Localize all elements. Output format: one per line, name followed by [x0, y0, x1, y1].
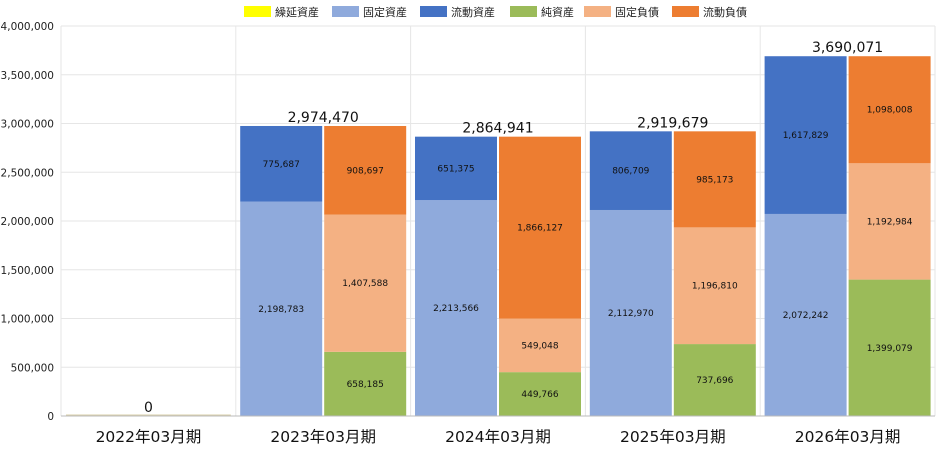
x-tick-label: 2023年03月期 [270, 428, 376, 446]
y-tick-label: 1,500,000 [1, 265, 54, 277]
bar-total-label: 2,864,941 [462, 121, 533, 137]
bar-total-label: 2,919,679 [637, 115, 708, 131]
legend-label: 繰延資産 [275, 5, 319, 19]
legend-swatch [244, 6, 271, 17]
bar-total-label: 0 [144, 400, 153, 416]
bar-value-label: 658,185 [347, 380, 384, 390]
bar-value-label: 1,192,984 [867, 217, 913, 227]
bar-value-label: 2,112,970 [608, 309, 654, 319]
legend-label: 固定負債 [615, 5, 659, 19]
bar-value-label: 2,213,566 [433, 304, 479, 314]
bar-total-label: 3,690,071 [812, 40, 883, 56]
bar-segment [673, 227, 756, 345]
bar-segment [589, 209, 672, 416]
bar-value-label: 1,866,127 [517, 224, 563, 234]
bar-segment [848, 279, 931, 416]
bar-segment [240, 125, 323, 202]
bar-value-label: 1,399,079 [867, 344, 913, 354]
bar-segment [764, 213, 847, 416]
bar-segment [240, 201, 323, 416]
bar-segment [673, 344, 756, 416]
legend-label: 流動資産 [451, 5, 495, 19]
bar-total-label: 2,974,470 [288, 110, 359, 126]
y-tick-label: 500,000 [11, 362, 54, 374]
bar-segment [324, 125, 407, 215]
bar-value-label: 806,709 [612, 167, 649, 177]
bar-value-label: 775,687 [263, 160, 300, 170]
bar-value-label: 1,617,829 [783, 131, 829, 141]
x-tick-label: 2024年03月期 [445, 428, 551, 446]
bar-value-label: 737,696 [696, 376, 733, 386]
y-tick-label: 2,000,000 [1, 216, 54, 228]
x-tick-label: 2026年03月期 [795, 428, 901, 446]
legend-swatch [332, 6, 359, 17]
bar-value-label: 549,048 [521, 341, 558, 351]
bar-segment [324, 214, 407, 352]
y-tick-label: 2,500,000 [1, 167, 54, 179]
legend-label: 固定資産 [363, 5, 407, 19]
legend-swatch [584, 6, 611, 17]
bar-segment [324, 351, 407, 416]
bar-value-label: 2,072,242 [783, 311, 829, 321]
y-tick-label: 0 [47, 411, 54, 423]
bar-segment [848, 163, 931, 280]
y-tick-label: 4,000,000 [1, 21, 54, 33]
bar-segment [499, 136, 581, 319]
bar-empty [66, 414, 231, 416]
bar-value-label: 985,173 [696, 175, 733, 185]
bar-segment [848, 56, 931, 164]
bar-segment [415, 136, 497, 201]
bar-segment [764, 56, 847, 214]
bar-value-label: 908,697 [347, 166, 384, 176]
bar-segment [499, 318, 581, 373]
y-tick-label: 1,000,000 [1, 314, 54, 326]
bar-segment [589, 131, 672, 210]
bar-segment [673, 131, 756, 228]
legend-label: 流動負債 [703, 5, 747, 19]
bar-value-label: 1,196,810 [692, 282, 738, 292]
bar-value-label: 449,766 [521, 390, 558, 400]
legend-swatch [510, 6, 537, 17]
bar-segment [415, 200, 497, 416]
legend-swatch [420, 6, 447, 17]
bar-value-label: 1,098,008 [867, 106, 913, 116]
y-tick-label: 3,000,000 [1, 119, 54, 131]
bar-value-label: 651,375 [437, 164, 474, 174]
x-tick-label: 2022年03月期 [96, 428, 202, 446]
bar-value-label: 1,407,588 [342, 279, 388, 289]
x-tick-label: 2025年03月期 [620, 428, 726, 446]
legend-swatch [672, 6, 699, 17]
legend-label: 純資産 [541, 6, 574, 19]
bar-value-label: 2,198,783 [258, 305, 304, 315]
y-tick-label: 3,500,000 [1, 70, 54, 82]
bar-segment [499, 372, 581, 416]
